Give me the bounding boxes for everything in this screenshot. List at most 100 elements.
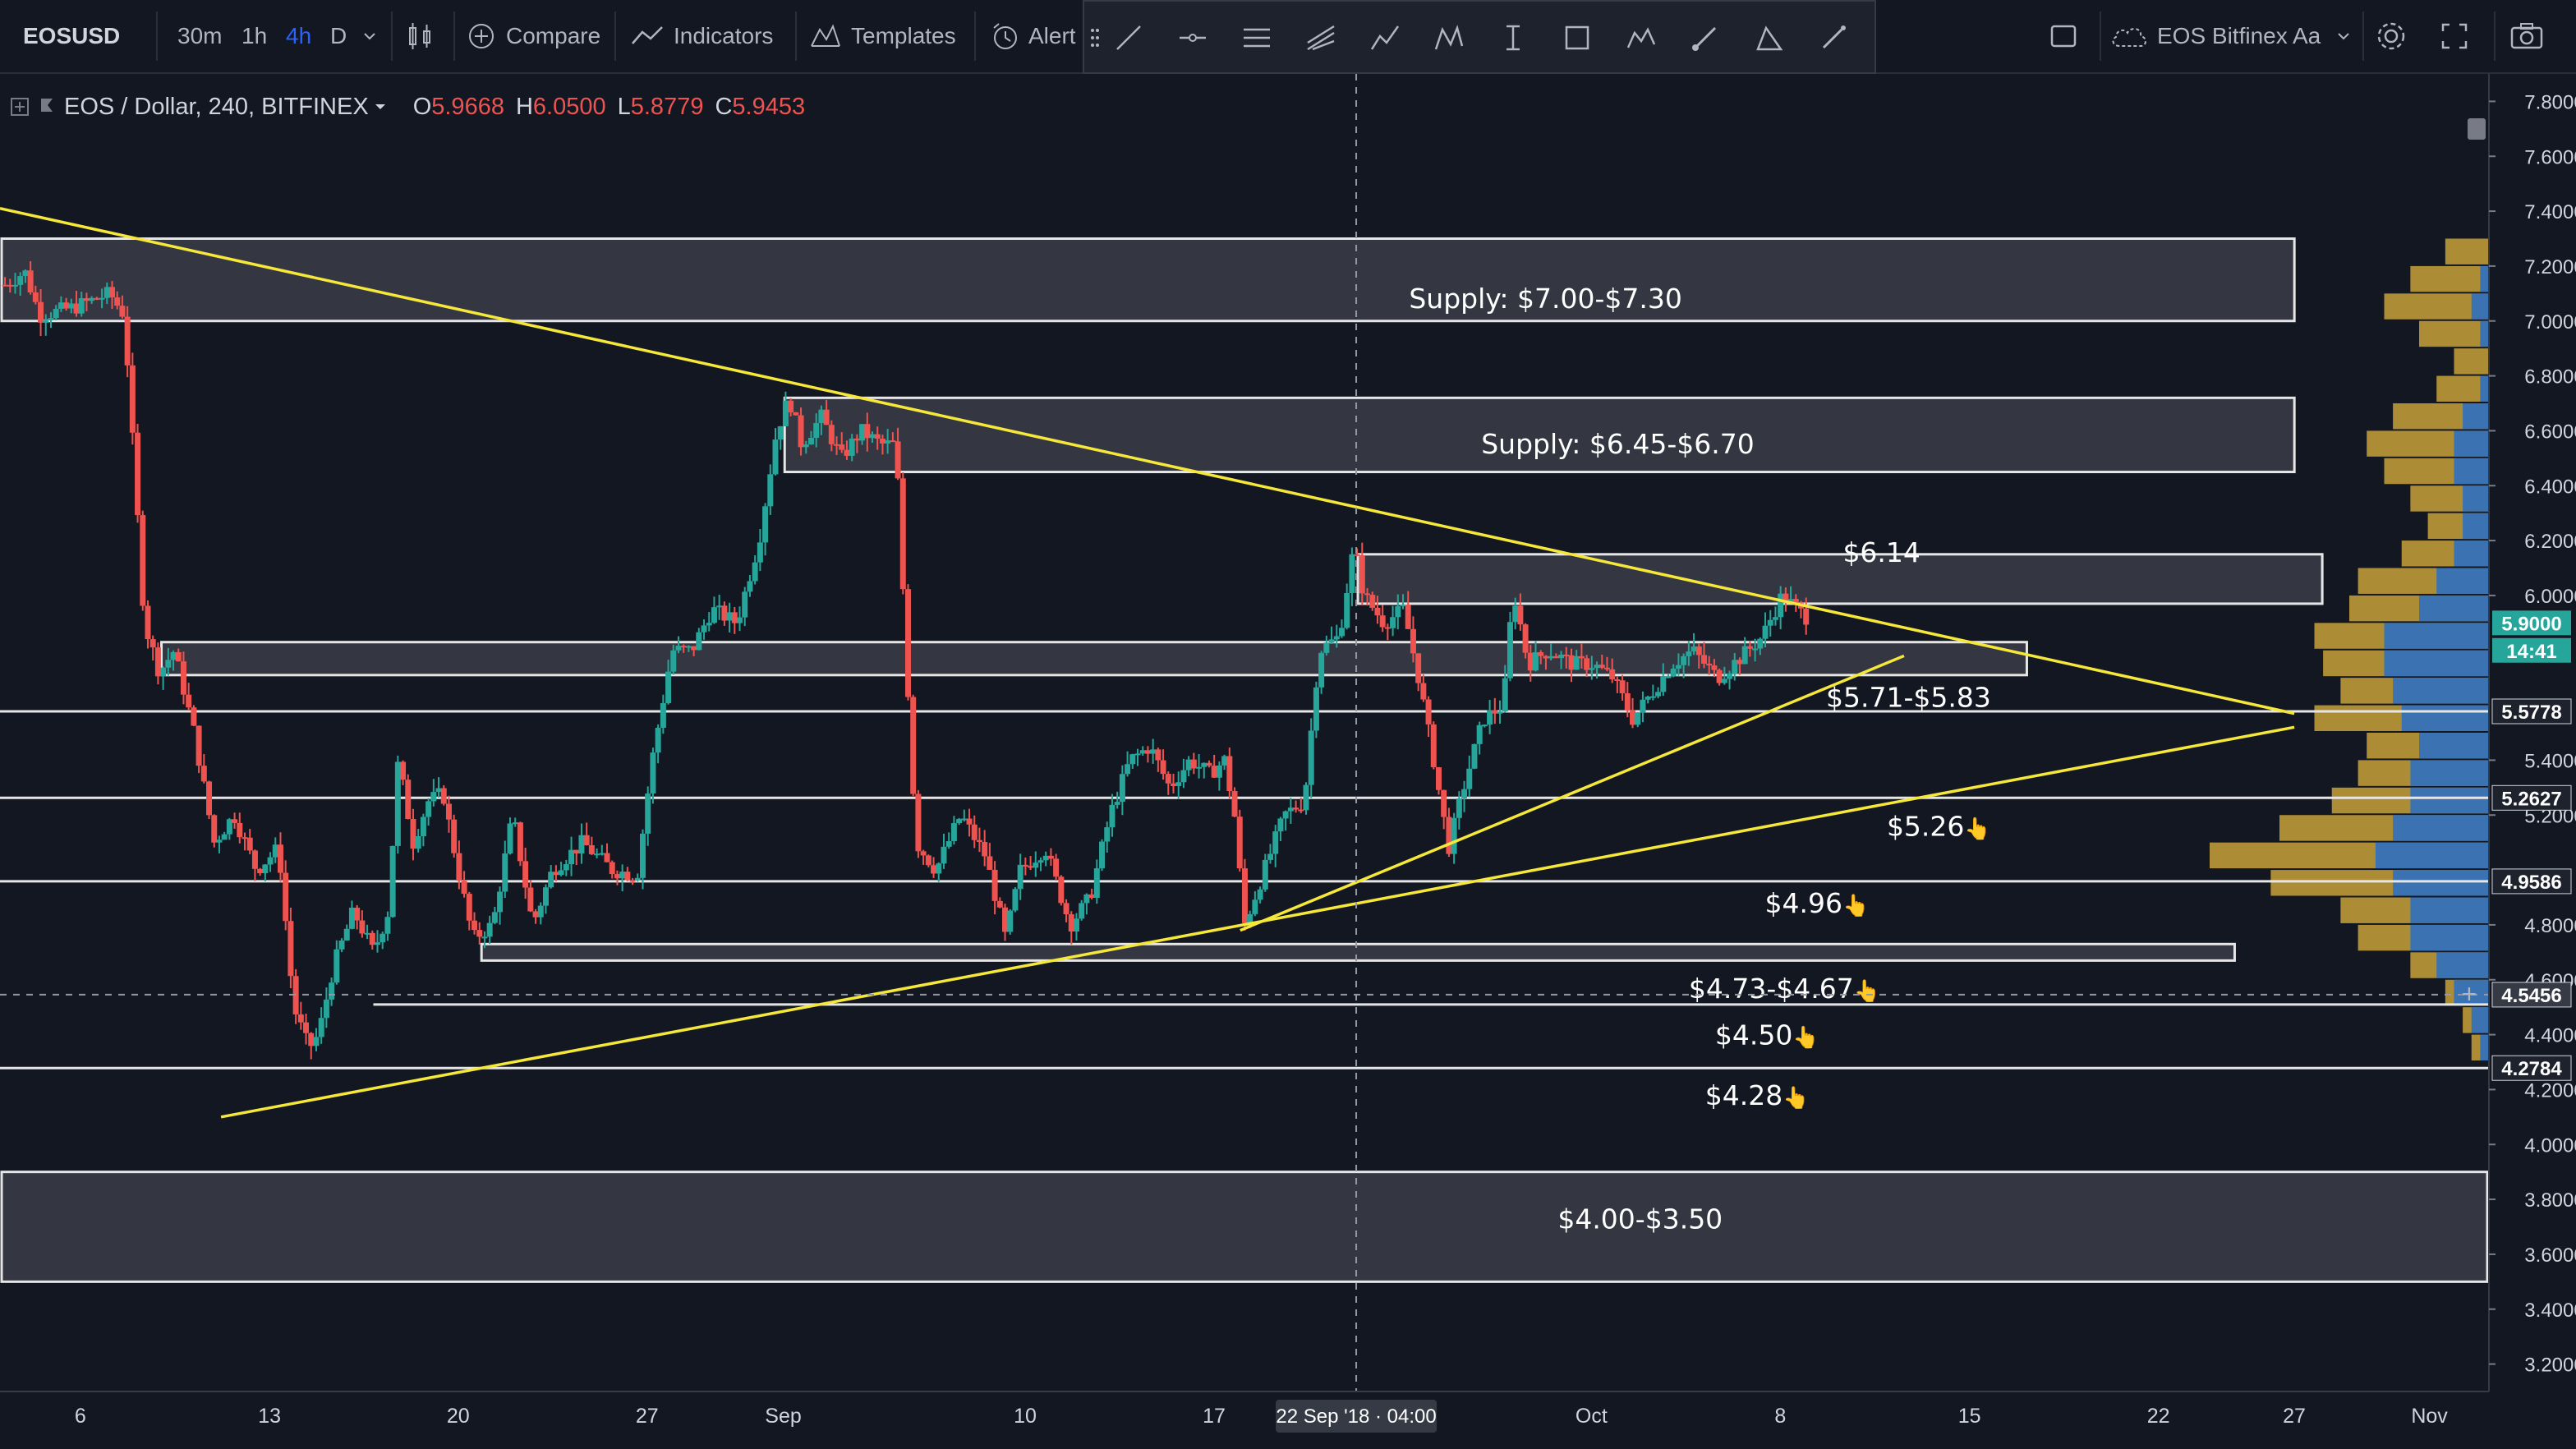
high-value: 6.0500: [532, 93, 606, 120]
candle-body: [1624, 693, 1631, 711]
candle-body: [1099, 841, 1106, 869]
interval-1h[interactable]: 1h: [242, 23, 268, 48]
candle-body: [1690, 646, 1697, 652]
candle-body: [563, 864, 569, 871]
candle-body: [1175, 782, 1182, 786]
candle-body: [1125, 764, 1131, 775]
candle-body: [588, 844, 595, 854]
pitchfork-icon[interactable]: [1291, 2, 1350, 74]
candle-body: [553, 872, 559, 876]
flag-icon[interactable]: [38, 97, 56, 117]
candle-body: [823, 409, 830, 426]
elliott-wave-icon[interactable]: [1612, 2, 1671, 74]
candle-body: [645, 793, 651, 834]
alert-button[interactable]: Alert: [991, 0, 1076, 72]
candle-body: [1058, 876, 1065, 904]
price-badge: [2492, 610, 2571, 636]
symbol-search[interactable]: EOSUSD: [23, 23, 121, 48]
camera-icon[interactable]: [2509, 0, 2545, 72]
brush-icon[interactable]: [1676, 2, 1735, 74]
candle-body: [527, 887, 534, 912]
candle-body: [461, 881, 467, 895]
candle-body: [1727, 673, 1733, 679]
expand-icon[interactable]: [2438, 0, 2471, 72]
pattern-abcd-icon[interactable]: [1419, 2, 1479, 74]
magic-wand-icon[interactable]: [1804, 2, 1863, 74]
indicators-button[interactable]: Indicators: [631, 0, 773, 72]
candle-body: [384, 917, 391, 934]
candle-body: [1002, 907, 1009, 932]
candle-body: [782, 400, 789, 426]
parallel-channel-icon[interactable]: [1227, 2, 1286, 74]
layout-selector[interactable]: EOS Bitfinex Aa: [2109, 0, 2352, 72]
candle-body: [976, 840, 982, 843]
y-tick-label: 6.6000: [2524, 421, 2576, 443]
symbol-title[interactable]: EOS / Dollar, 240, BITFINEX: [64, 93, 369, 120]
candle-body: [1349, 554, 1355, 593]
candle-body: [1180, 770, 1187, 783]
price-badge-label: 5.5778: [2501, 702, 2561, 724]
candle-body: [1211, 766, 1217, 778]
compare-button[interactable]: Compare: [467, 0, 600, 72]
candle-body: [1395, 605, 1401, 618]
interval-chevron-down-icon[interactable]: [361, 0, 378, 72]
fullscreen-square-icon[interactable]: [2047, 0, 2080, 72]
candle-body: [1435, 767, 1442, 790]
candle-body: [731, 612, 738, 623]
candle-body: [1104, 827, 1111, 842]
interval-30m[interactable]: 30m: [177, 23, 223, 48]
candle-body: [859, 424, 866, 441]
caret-down-icon[interactable]: [374, 100, 387, 113]
interval-d[interactable]: D: [330, 23, 347, 48]
candle-body: [1226, 756, 1233, 792]
candle-body: [1201, 762, 1208, 767]
candle-body: [1262, 859, 1268, 890]
alarm-clock-icon: [993, 23, 1017, 49]
candle-body: [1497, 711, 1503, 714]
candle-body: [788, 400, 794, 412]
settings-gear-icon[interactable]: [2374, 0, 2408, 72]
candle-body: [426, 801, 432, 817]
price-badge: [2491, 698, 2572, 724]
trend-line-icon[interactable]: [1099, 2, 1158, 74]
candle-body: [945, 840, 952, 847]
interval-4h[interactable]: 4h: [286, 23, 312, 48]
y-tick-label: 3.8000: [2524, 1189, 2576, 1212]
text-cursor-icon[interactable]: [1484, 2, 1543, 74]
toolbar-divider: [614, 12, 616, 61]
scale-toggle-icon[interactable]: [2468, 118, 2486, 140]
zone-label-supply-mid: Supply: $6.45-$6.70: [1481, 428, 1755, 460]
candle-body: [343, 928, 350, 941]
candle-body: [966, 818, 973, 825]
candle-body: [78, 298, 85, 314]
candle-body: [297, 1014, 304, 1023]
candle-body: [1635, 712, 1641, 725]
rectangle-icon[interactable]: [1548, 2, 1607, 74]
candle-body: [1711, 665, 1718, 670]
candle-body: [313, 1037, 320, 1046]
candle-body: [486, 922, 493, 937]
candle-style-icon[interactable]: [406, 0, 434, 72]
candle-body: [1787, 599, 1794, 604]
candle-body: [1022, 864, 1028, 867]
fib-retracement-icon[interactable]: [1355, 2, 1414, 74]
candle-body: [762, 506, 769, 543]
candle-body: [890, 440, 896, 443]
candle-body: [1277, 818, 1284, 832]
y-tick-label: 5.4000: [2524, 750, 2576, 772]
horizontal-line-icon[interactable]: [1163, 2, 1222, 74]
price-chart[interactable]: Supply: $7.00-$7.30 Supply: $6.45-$6.70 $6…: [0, 74, 2576, 1449]
candle-body: [1584, 658, 1590, 670]
expand-legend-icon[interactable]: [10, 97, 30, 117]
templates-button[interactable]: Templates: [810, 0, 956, 72]
candle-body: [904, 589, 911, 697]
drag-handle-icon[interactable]: [1084, 2, 1106, 74]
candle-body: [1466, 768, 1473, 789]
candle-body: [1308, 730, 1314, 785]
candle-body: [415, 835, 421, 849]
toolbar-divider: [974, 12, 976, 61]
candle-body: [1364, 593, 1371, 596]
measure-icon[interactable]: [1740, 2, 1799, 74]
candle-body: [288, 921, 294, 977]
candle-body: [747, 581, 753, 592]
